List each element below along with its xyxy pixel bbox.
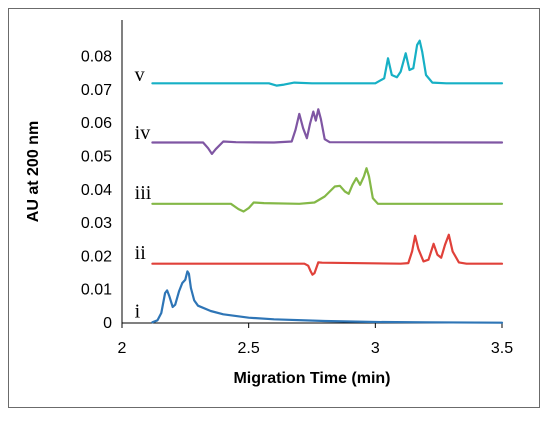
trace-label-iii: iii [135, 182, 152, 204]
x-tick-label: 2 [118, 340, 127, 357]
y-tick-label: 0 [103, 315, 112, 332]
y-axis-title: AU at 200 nm [25, 121, 42, 222]
trace-label-i: i [135, 300, 141, 322]
axes [121, 20, 502, 324]
trace-v [151, 39, 504, 87]
y-tick-label: 0.08 [81, 49, 112, 66]
trace-label-v: v [135, 64, 145, 86]
x-tick-label: 3 [371, 340, 380, 357]
trace-i [151, 270, 504, 324]
x-ticks: 2 2.5 3 3.5 [118, 323, 513, 357]
x-tick-label: 3.5 [491, 340, 513, 357]
y-ticks: 0 0.01 0.02 0.03 0.04 0.05 0.06 0.07 0.08 [81, 49, 112, 332]
x-tick-label: 2.5 [238, 340, 260, 357]
y-tick-label: 0.04 [81, 182, 112, 199]
y-tick-label: 0.05 [81, 149, 112, 166]
trace-iii [151, 167, 504, 213]
trace-label-iv: iv [135, 122, 151, 144]
trace-iv [151, 108, 504, 155]
chart-frame [8, 8, 540, 408]
y-tick-label: 0.06 [81, 115, 112, 132]
trace-label-ii: ii [135, 242, 147, 264]
traces [151, 39, 504, 324]
y-tick-label: 0.01 [81, 282, 112, 299]
y-tick-label: 0.03 [81, 215, 112, 232]
y-tick-label: 0.02 [81, 248, 112, 265]
trace-ii [151, 233, 504, 276]
x-axis-title: Migration Time (min) [233, 370, 390, 387]
y-tick-label: 0.07 [81, 82, 112, 99]
